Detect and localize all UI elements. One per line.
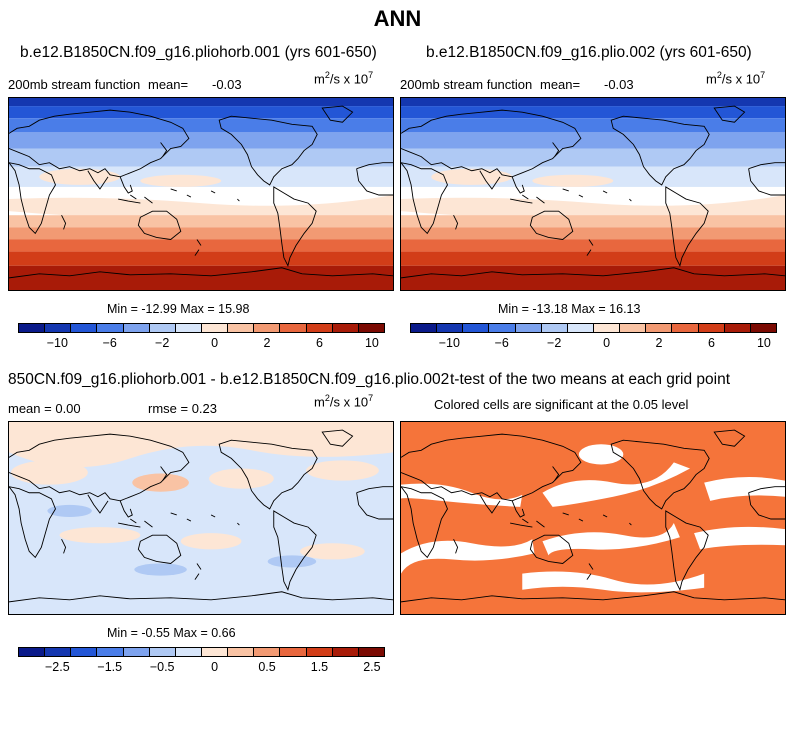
colorbar-cell [750, 324, 776, 332]
colorbar-cell [567, 324, 594, 332]
colorbar-cell [280, 324, 307, 332]
colorbar-cell [19, 324, 46, 332]
colorbar-cell [306, 324, 333, 332]
panel3-units: m2/s x 107 [314, 393, 374, 410]
colorbar-tick-label: −2.5 [44, 660, 70, 674]
colorbar-cell [358, 648, 384, 656]
colorbar-cell [672, 324, 699, 332]
panel2-units: m2/s x 107 [706, 70, 766, 87]
colorbar-tick-label: 10 [364, 336, 379, 350]
colorbar-cell [149, 324, 176, 332]
colorbar-cell [149, 648, 176, 656]
colorbar-cell [515, 324, 542, 332]
colorbar-tick-label: −1.5 [97, 660, 123, 674]
panel3-title: 850CN.f09_g16.pliohorb.001 - b.e12.B1850… [8, 371, 450, 388]
colorbar-tick-label: 6 [315, 336, 323, 350]
colorbar-cell [437, 324, 464, 332]
panel2-mean-label: mean= [540, 77, 581, 92]
panel3-rmse: rmse = 0.23 [148, 401, 218, 416]
panel3-mean: mean = 0.00 [8, 401, 81, 416]
colorbar-cell [175, 648, 202, 656]
colorbar-cell [646, 324, 673, 332]
colorbar-cell [228, 648, 255, 656]
panel1-stats: Min = -12.99 Max = 15.98 [107, 302, 250, 316]
colorbar-cell [228, 324, 255, 332]
colorbar-tick-label: −6 [494, 336, 509, 350]
colorbar-cell [123, 324, 150, 332]
panel4-title: t-test of the two means at each grid poi… [450, 371, 731, 388]
colorbar-cell [201, 324, 229, 332]
colorbar-cell [45, 648, 72, 656]
colorbar-tick-label: −2 [547, 336, 562, 350]
colorbar-tick-label: 0 [603, 336, 611, 350]
colorbar-tick-label: 2 [655, 336, 663, 350]
colorbar-cell [541, 324, 568, 332]
colorbar-cell [620, 324, 647, 332]
panel1-map [8, 97, 394, 291]
panel2-title: b.e12.B1850CN.f09_g16.plio.002 (yrs 601-… [426, 44, 752, 61]
colorbar-cell [201, 648, 229, 656]
colorbar-cell [358, 324, 384, 332]
colorbar-tick-label: 0 [211, 336, 219, 350]
colorbar-cell [332, 324, 359, 332]
colorbar-cell [175, 324, 202, 332]
colorbar-tick-label: 1.5 [310, 660, 329, 674]
colorbar-cell [463, 324, 490, 332]
colorbar-cell [45, 324, 72, 332]
panel4-subtitle: Colored cells are significant at the 0.0… [434, 397, 689, 412]
colorbar-tick-label: −10 [438, 336, 460, 350]
colorbar-tick-label: 0 [211, 660, 219, 674]
colorbar-cell [19, 648, 46, 656]
colorbar-tick-label: 0.5 [258, 660, 276, 674]
colorbar-cell [593, 324, 621, 332]
colorbar-cell [97, 648, 124, 656]
colorbar-cell [724, 324, 751, 332]
panel2-mean-value: -0.03 [604, 77, 634, 92]
colorbar-cell [254, 324, 281, 332]
panel1-mean-value: -0.03 [212, 77, 242, 92]
colorbar-tick-label: 2 [263, 336, 271, 350]
colorbar-cell [411, 324, 438, 332]
colorbar-cell [698, 324, 725, 332]
colorbar-cell [489, 324, 516, 332]
colorbar-cell [123, 648, 150, 656]
colorbar-cell [332, 648, 359, 656]
panel4-map [400, 421, 786, 615]
panel2-variable-label: 200mb stream function [400, 77, 533, 92]
colorbar-tick-label: −6 [102, 336, 117, 350]
colorbar-cell [97, 324, 124, 332]
colorbar-tick-label: −10 [46, 336, 68, 350]
colorbar-cell [280, 648, 307, 656]
panel1-colorbar [18, 323, 385, 333]
panel3-colorbar [18, 647, 385, 657]
colorbar-cell [71, 648, 98, 656]
colorbar-cell [71, 324, 98, 332]
panel3-map [8, 421, 394, 615]
panel2-map [400, 97, 786, 291]
panel1-units: m2/s x 107 [314, 70, 374, 87]
colorbar-tick-label: −2 [155, 336, 170, 350]
colorbar-tick-label: 6 [707, 336, 715, 350]
panel1-mean-label: mean= [148, 77, 189, 92]
colorbar-cell [306, 648, 333, 656]
colorbar-cell [254, 648, 281, 656]
colorbar-tick-label: −0.5 [149, 660, 175, 674]
panel3-stats: Min = -0.55 Max = 0.66 [107, 626, 236, 640]
panel1-variable-label: 200mb stream function [8, 77, 141, 92]
panel2-stats: Min = -13.18 Max = 16.13 [498, 302, 641, 316]
panel1-title: b.e12.B1850CN.f09_g16.pliohorb.001 (yrs … [20, 44, 377, 61]
colorbar-tick-label: 10 [756, 336, 771, 350]
panel2-colorbar [410, 323, 777, 333]
figure-title: ANN [373, 6, 422, 31]
colorbar-tick-label: 2.5 [363, 660, 381, 674]
